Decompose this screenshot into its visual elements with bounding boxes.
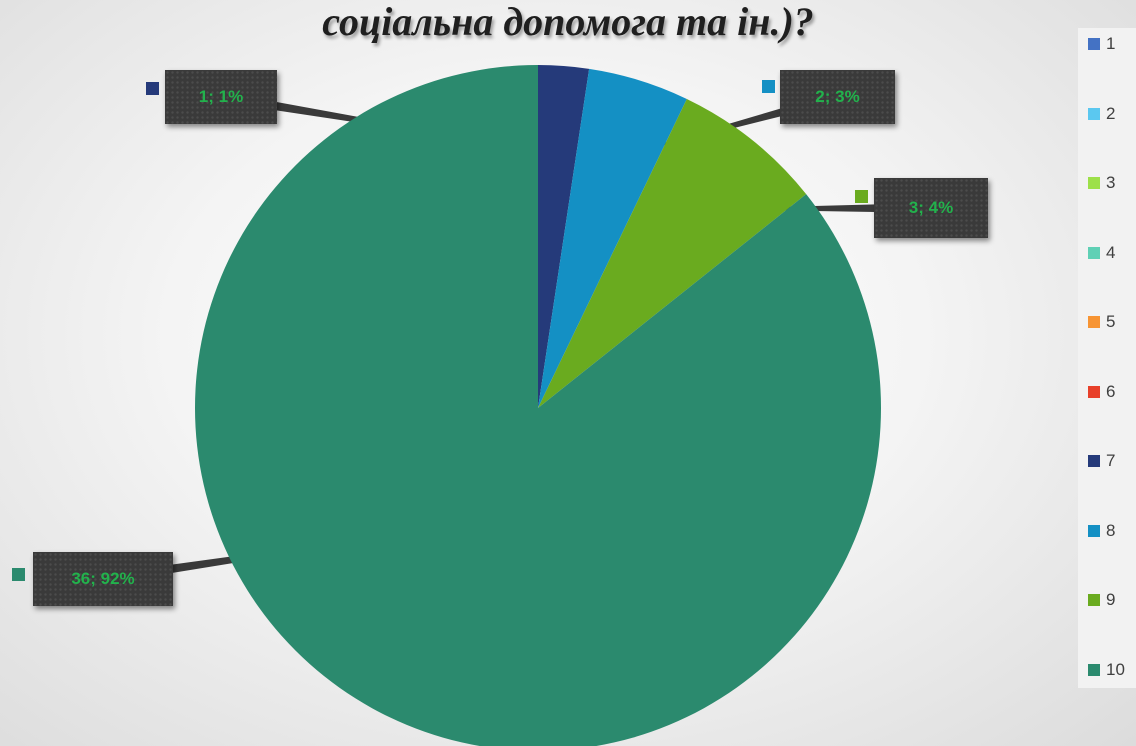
legend-swatch-8 <box>1088 524 1100 537</box>
legend-item-5: 5 <box>1088 312 1115 332</box>
legend-label-5: 5 <box>1106 312 1116 331</box>
data-label-10: 36; 92% <box>33 552 173 606</box>
legend-item-3: 3 <box>1088 173 1115 193</box>
legend-item-1: 1 <box>1088 34 1115 54</box>
legend-swatch-4 <box>1088 246 1100 259</box>
chart-title: соціальна допомога та ін.)? <box>322 0 814 44</box>
legend-label-4: 4 <box>1106 242 1116 262</box>
pie-slice-8 <box>538 68 687 408</box>
legend-item-10: 10 <box>1088 660 1125 680</box>
legend-label-6: 6 <box>1106 381 1116 401</box>
data-label-key-7 <box>146 82 159 95</box>
legend-label-10: 10 <box>1106 659 1125 679</box>
data-label-key-9 <box>855 190 868 203</box>
legend-item-7: 7 <box>1088 451 1115 471</box>
data-label-key-8 <box>762 80 775 93</box>
data-label-8: 2; 3% <box>780 70 895 124</box>
legend-item-2: 2 <box>1088 104 1115 124</box>
legend-label-9: 9 <box>1106 590 1116 609</box>
legend-swatch-3 <box>1088 177 1100 189</box>
pie-slice-7 <box>538 65 590 408</box>
legend-label-2: 2 <box>1106 103 1116 123</box>
legend-label-8: 8 <box>1106 520 1116 540</box>
legend-swatch-9 <box>1088 594 1100 606</box>
legend: 1 2 3 4 5 6 7 8 9 10 <box>1078 28 1136 688</box>
legend-item-9: 9 <box>1088 590 1115 610</box>
data-label-key-10 <box>12 568 25 581</box>
legend-item-6: 6 <box>1088 382 1115 402</box>
pie-slices <box>194 65 881 746</box>
legend-label-3: 3 <box>1106 173 1116 192</box>
pie-slice-9 <box>538 98 807 408</box>
legend-swatch-7 <box>1088 455 1100 467</box>
legend-swatch-2 <box>1088 107 1100 120</box>
legend-item-4: 4 <box>1088 243 1115 263</box>
legend-item-8: 8 <box>1088 521 1115 541</box>
legend-swatch-5 <box>1088 316 1100 328</box>
legend-swatch-6 <box>1088 385 1100 398</box>
legend-swatch-10 <box>1088 663 1100 676</box>
data-label-9: 3; 4% <box>874 178 988 238</box>
legend-swatch-1 <box>1088 38 1100 50</box>
legend-label-1: 1 <box>1106 34 1116 53</box>
data-label-7: 1; 1% <box>165 70 277 124</box>
legend-label-7: 7 <box>1106 451 1116 470</box>
pie-slice-10 <box>194 65 881 746</box>
